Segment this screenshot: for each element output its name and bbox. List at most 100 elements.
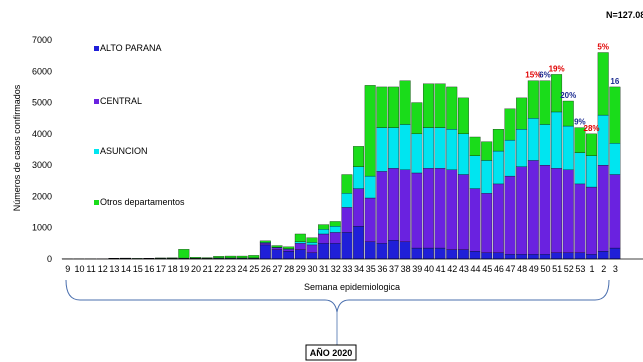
x-tick-label: 18	[168, 264, 178, 274]
y-tick-label: 1000	[32, 223, 52, 233]
bar-segment	[504, 139, 516, 177]
x-tick-label: 33	[342, 264, 352, 274]
bar-segment	[551, 168, 563, 253]
x-tick-label: 17	[156, 264, 166, 274]
bar-segment	[399, 241, 411, 260]
bar-segment	[469, 136, 481, 156]
bar-segment	[306, 242, 318, 246]
x-tick-label: 16	[144, 264, 154, 274]
y-tick-label: 0	[47, 254, 52, 264]
bar-segment	[388, 168, 399, 241]
bar-segment	[516, 166, 528, 255]
bar-segment	[481, 193, 493, 253]
x-tick-label: 36	[377, 264, 387, 274]
bar-segment	[539, 164, 551, 255]
x-tick-label: 25	[249, 264, 259, 274]
bar-segment	[516, 129, 528, 167]
legend-label-central: CENTRAL	[100, 96, 142, 106]
bar-segment	[597, 164, 609, 252]
bar-segment	[318, 233, 330, 244]
n-label: N=127.08	[606, 10, 643, 20]
bar-segment	[446, 129, 458, 170]
year-box	[305, 344, 357, 361]
bar-segment	[306, 252, 318, 260]
bar-segment	[271, 249, 283, 260]
x-tick-label: 27	[272, 264, 282, 274]
bar-segment	[434, 127, 446, 169]
bar-segment	[481, 252, 493, 260]
x-tick-label: 1	[590, 264, 595, 274]
bar-segment	[376, 86, 388, 128]
percent-label: 20%	[560, 91, 576, 100]
x-tick-label: 40	[424, 264, 434, 274]
bar-segment	[457, 174, 469, 250]
percent-label: 16	[610, 77, 619, 86]
bar-segment	[422, 247, 434, 260]
legend: ALTO PARANA CENTRAL ASUNCION Otros depar…	[94, 43, 185, 207]
bar-segment	[539, 254, 551, 260]
x-tick-label: 35	[366, 264, 376, 274]
x-tick-label: 13	[109, 264, 119, 274]
bar-segment	[201, 257, 213, 259]
bar-segment	[434, 83, 446, 128]
legend-label-asuncion: ASUNCION	[100, 146, 148, 156]
bar-segment	[597, 251, 609, 260]
bar-segment	[574, 183, 586, 253]
bar-segment	[294, 243, 306, 250]
bar-segment	[283, 249, 295, 252]
bar-segment	[399, 169, 411, 242]
bar-segment	[469, 155, 481, 189]
bar-segment	[178, 249, 190, 259]
bar-segment	[586, 155, 598, 188]
bar-segment	[294, 249, 306, 260]
bar-segment	[492, 183, 504, 253]
bar-segment	[446, 249, 458, 260]
y-tick-label: 2000	[32, 191, 52, 201]
bar-segment	[609, 247, 621, 260]
bar-segment	[353, 166, 365, 189]
bar-segment	[516, 254, 528, 260]
x-tick-label: 50	[540, 264, 550, 274]
bar-segment	[376, 243, 388, 260]
bar-segment	[481, 160, 493, 194]
bar-segment	[341, 193, 353, 208]
bar-segment	[259, 240, 271, 243]
x-tick-label: 43	[459, 264, 469, 274]
x-tick-label: 2	[601, 264, 606, 274]
bar-segment	[562, 252, 574, 260]
bar-segment	[306, 244, 318, 253]
bars-group	[61, 52, 621, 260]
percent-label: 9%	[574, 118, 586, 127]
bar-segment	[422, 168, 434, 249]
bar-segment	[527, 118, 539, 161]
x-tick-label: 11	[86, 264, 95, 274]
bar-segment	[318, 229, 330, 235]
bar-segment	[586, 133, 598, 156]
bar-segment	[376, 127, 388, 172]
bar-segment	[469, 188, 481, 252]
bar-segment	[574, 152, 586, 185]
bar-segment	[609, 143, 621, 175]
bar-segment	[411, 102, 423, 135]
x-tick-label: 44	[471, 264, 481, 274]
bar-segment	[341, 174, 353, 194]
bar-segment	[516, 97, 528, 130]
bar-segment	[388, 240, 399, 260]
bar-segment	[411, 247, 423, 260]
bar-segment	[446, 169, 458, 250]
x-tick-label: 24	[238, 264, 248, 274]
x-tick-label: 23	[226, 264, 236, 274]
x-tick-label: 15	[133, 264, 143, 274]
bar-segment	[551, 74, 563, 113]
x-tick-label: 29	[296, 264, 306, 274]
x-tick-label: 38	[401, 264, 411, 274]
bar-segment	[329, 221, 341, 227]
bar-segment	[271, 247, 283, 250]
y-axis-title: Números de casos confirmados	[12, 84, 22, 211]
bar-segment	[574, 127, 586, 153]
bar-segment	[329, 225, 341, 233]
x-tick-label: 14	[121, 264, 131, 274]
x-axis-title: Semana epidemiologica	[304, 282, 400, 292]
legend-swatch-central	[94, 99, 99, 104]
bar-segment	[492, 129, 504, 152]
